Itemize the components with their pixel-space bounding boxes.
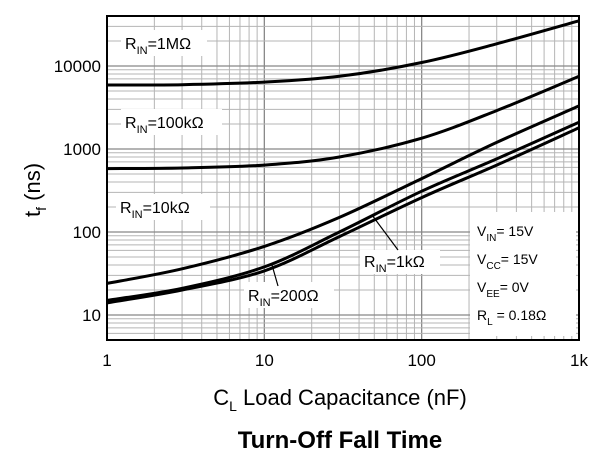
curve-label-bg [244, 282, 334, 308]
chart-caption: Turn-Off Fall Time [238, 427, 442, 454]
series-line-rin-100k [106, 74, 580, 171]
y-axis-title: tf (ns) [20, 163, 49, 217]
x-axis-title: CL Load Capacitance (nF) [213, 385, 467, 414]
condition-text: VIN= 15V [477, 223, 534, 244]
y-tick-label: 10 [82, 306, 101, 325]
y-tick-label: 10000 [54, 57, 101, 76]
curve-label-rin-1m: RIN=1MΩ [125, 36, 191, 57]
curve-label-bg [116, 194, 210, 220]
series-line-rin-10k [106, 104, 580, 285]
curve-label-rin-200: RIN=200Ω [248, 288, 319, 309]
curve-label-bg [121, 30, 207, 56]
series-line-rin-200 [106, 126, 580, 305]
y-tick-labels: 10 100 1000 10000 [54, 57, 101, 325]
y-tick-label: 1000 [63, 140, 101, 159]
curve-label-rin-10k: RIN=10kΩ [120, 200, 190, 221]
series-line-rin-1m [106, 19, 580, 87]
leader-line-rin-1k [371, 214, 399, 251]
curve-labels: RIN=1MΩ RIN=100kΩ RIN=10kΩ RIN=1kΩ RIN=200Ω [116, 30, 440, 309]
x-tick-label: 1k [570, 351, 588, 370]
conditions-bg [470, 212, 576, 336]
curves [106, 19, 580, 305]
curve-label-bg [360, 250, 440, 274]
curve-label-bg [121, 109, 222, 135]
plot-frame [106, 15, 580, 341]
condition-text: RL = 0.18Ω [477, 307, 546, 328]
y-tick-label: 100 [73, 223, 101, 242]
leader-line-rin-200 [271, 264, 279, 287]
x-tick-label: 1 [102, 351, 111, 370]
conditions-box: VIN= 15V VCC= 15V VEE= 0V RL = 0.18Ω [470, 212, 576, 336]
condition-text: VCC= 15V [477, 251, 538, 272]
series-line-rin-1k [106, 120, 580, 302]
curve-label-rin-1k: RIN=1kΩ [364, 254, 425, 275]
curve-label-rin-100k: RIN=100kΩ [125, 115, 204, 136]
x-tick-label: 100 [407, 351, 435, 370]
x-tick-labels: 1 10 100 1k [102, 351, 588, 370]
condition-text: VEE= 0V [477, 279, 530, 300]
x-tick-label: 10 [255, 351, 274, 370]
